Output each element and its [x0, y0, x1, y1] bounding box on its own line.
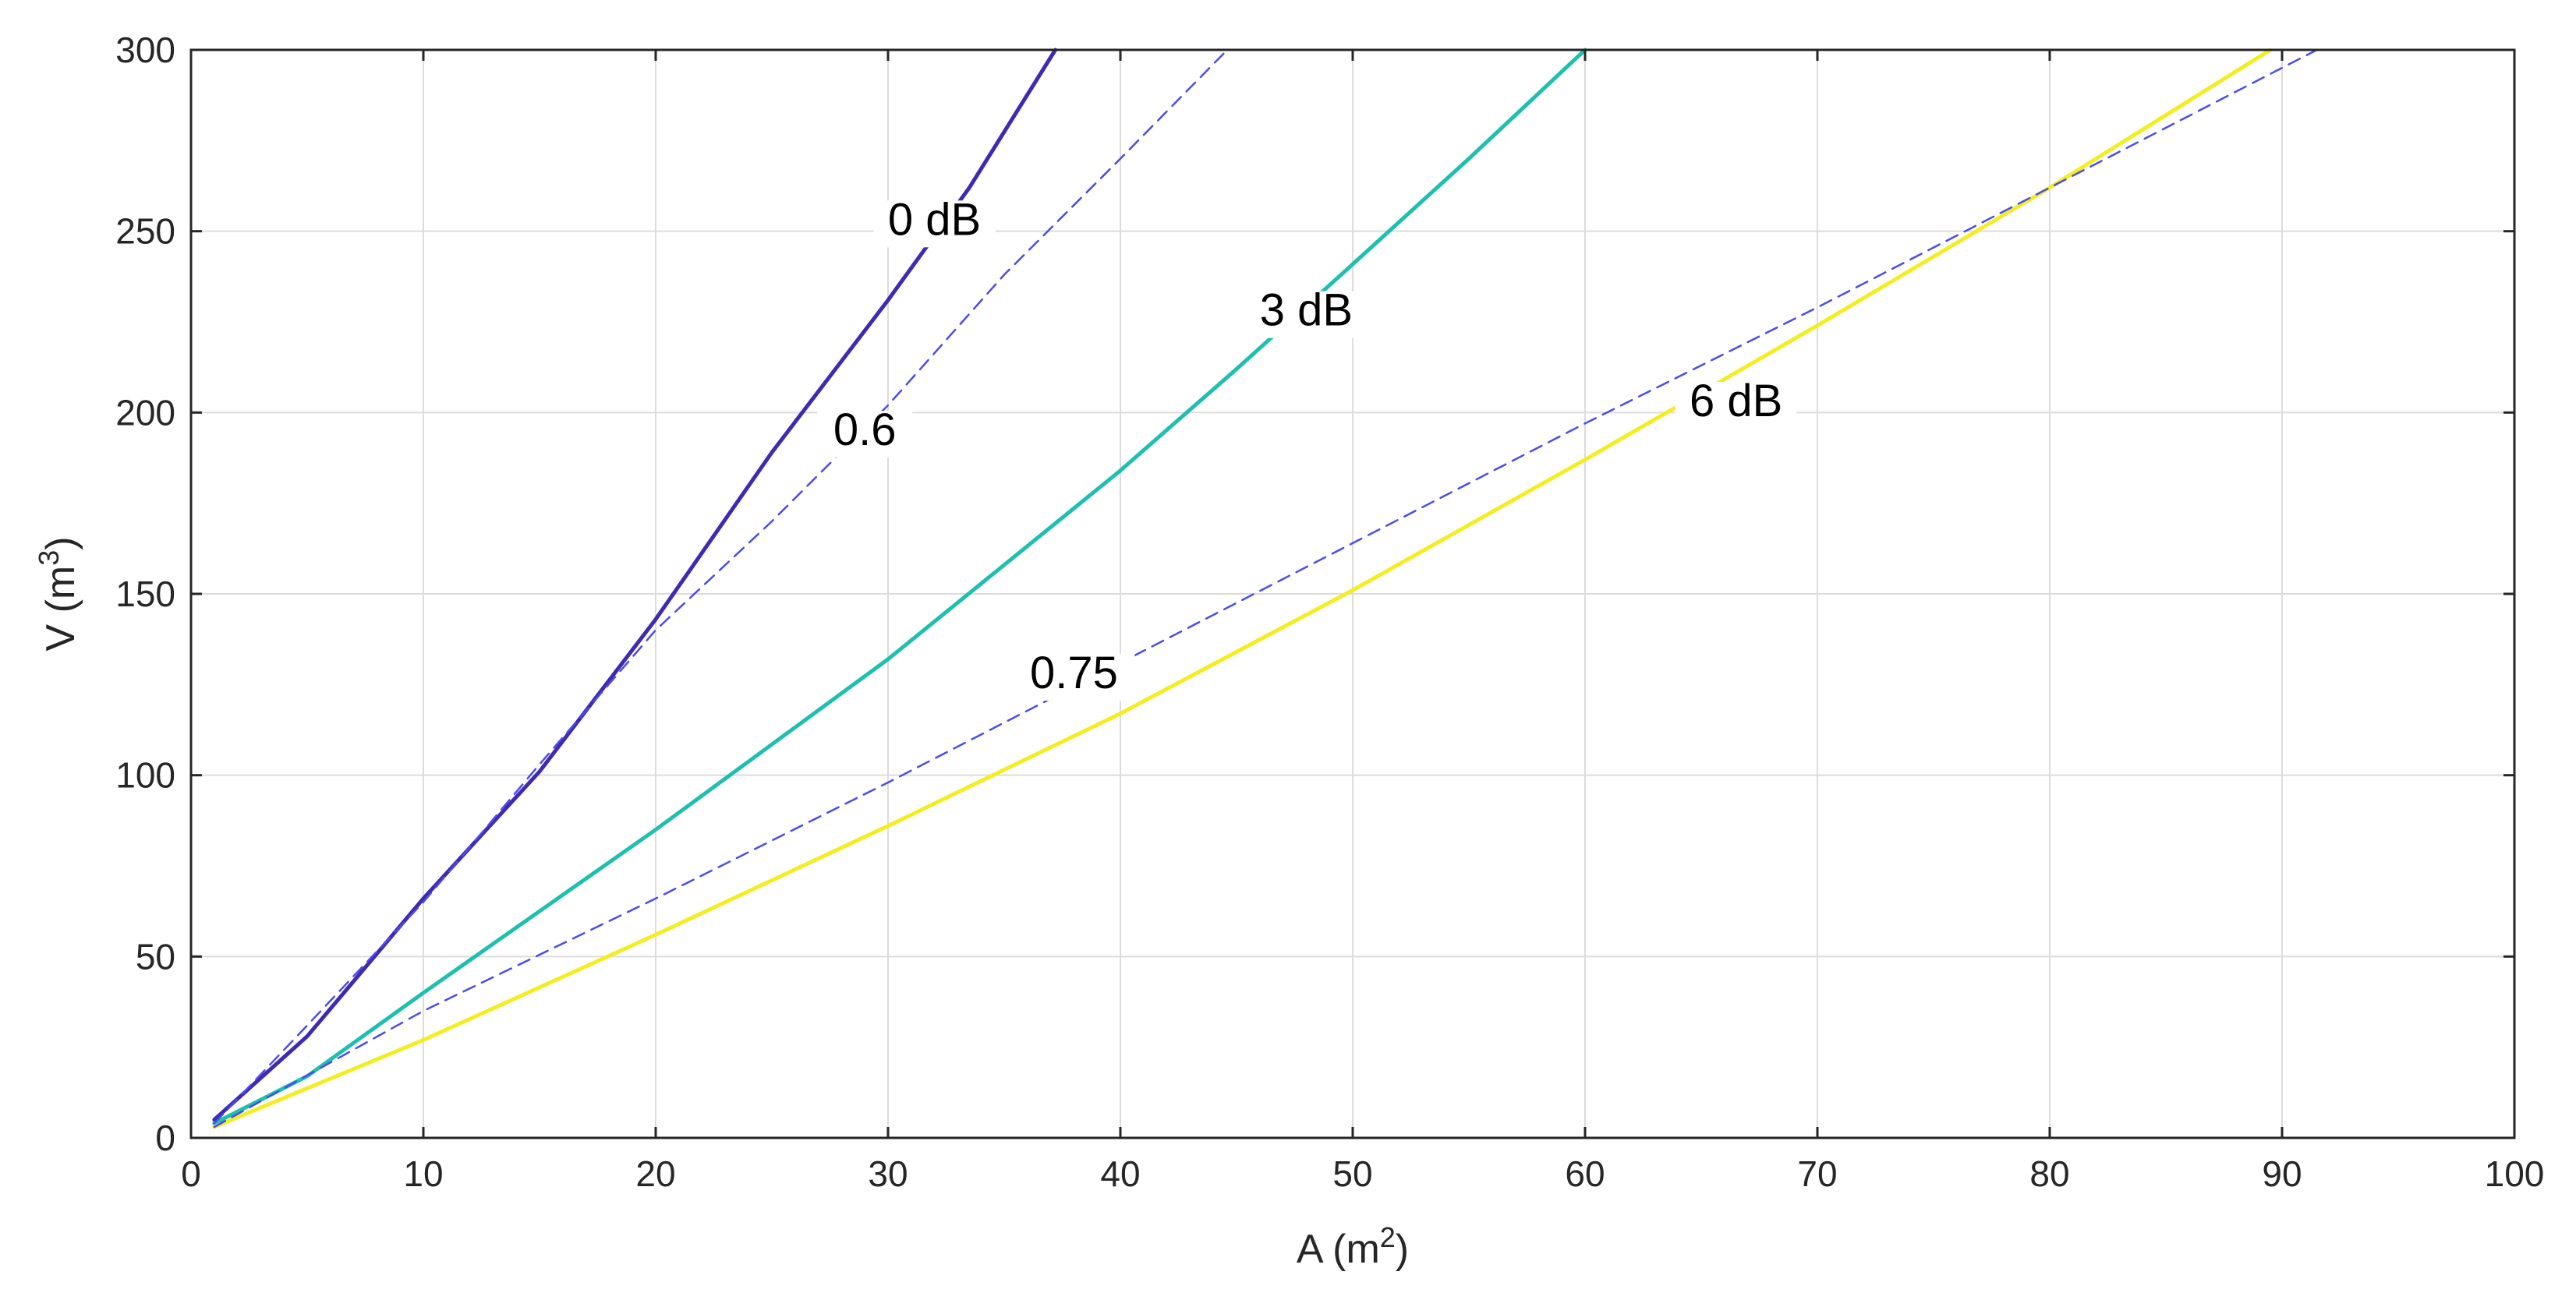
y-tick-label: 150	[115, 574, 175, 614]
x-tick-label: 20	[635, 1153, 675, 1194]
y-tick-label: 50	[136, 936, 175, 977]
contour-label: 0.75	[1030, 648, 1118, 698]
x-tick-label: 100	[2485, 1153, 2545, 1194]
series-line-0-6	[213, 48, 1229, 1125]
ticks: 0 10 20 30 40 50 60 70 80 90 100 0 50 100 150 200 250 300	[115, 30, 2544, 1194]
y-axis-label: V (m3)	[33, 536, 83, 651]
contour-label-background	[1013, 653, 1135, 701]
x-tick-label: 90	[2262, 1153, 2302, 1194]
x-axis-label-sup: 2	[1380, 1221, 1396, 1253]
x-tick-label: 40	[1100, 1153, 1140, 1194]
x-tick-label: 70	[1797, 1153, 1837, 1194]
contour-label-background	[817, 411, 913, 458]
y-tick-label: 300	[115, 30, 175, 70]
grid	[191, 50, 2514, 1138]
x-tick-label: 60	[1565, 1153, 1605, 1194]
contour-label: 6 dB	[1690, 376, 1782, 426]
contour-label: 3 dB	[1260, 285, 1353, 336]
series-line-0-75	[213, 48, 2318, 1129]
series-line-6-db	[212, 48, 2273, 1129]
x-tick-label: 50	[1332, 1153, 1372, 1194]
contour-label-background	[1245, 291, 1368, 338]
contour-label: 0.6	[833, 404, 897, 455]
x-tick-label: 0	[181, 1153, 201, 1194]
series-line-3-db	[212, 48, 1587, 1125]
y-axis-label-sup: 3	[33, 550, 65, 566]
x-axis-label: A (m2)	[1297, 1221, 1409, 1272]
contour-labels: 0 dB 3 dB 6 dB 0.6 0.75	[817, 194, 1797, 701]
x-tick-label: 10	[403, 1153, 443, 1194]
y-tick-label: 200	[115, 392, 175, 433]
x-tick-label: 30	[868, 1153, 908, 1194]
contour-label-background	[873, 200, 996, 248]
x-tick-label: 80	[2029, 1153, 2069, 1194]
y-tick-label: 100	[115, 755, 175, 796]
y-tick-label: 250	[115, 211, 175, 252]
contour-label: 0 dB	[888, 194, 981, 245]
y-tick-label: 0	[155, 1118, 175, 1158]
contour-label-background	[1675, 381, 1797, 429]
